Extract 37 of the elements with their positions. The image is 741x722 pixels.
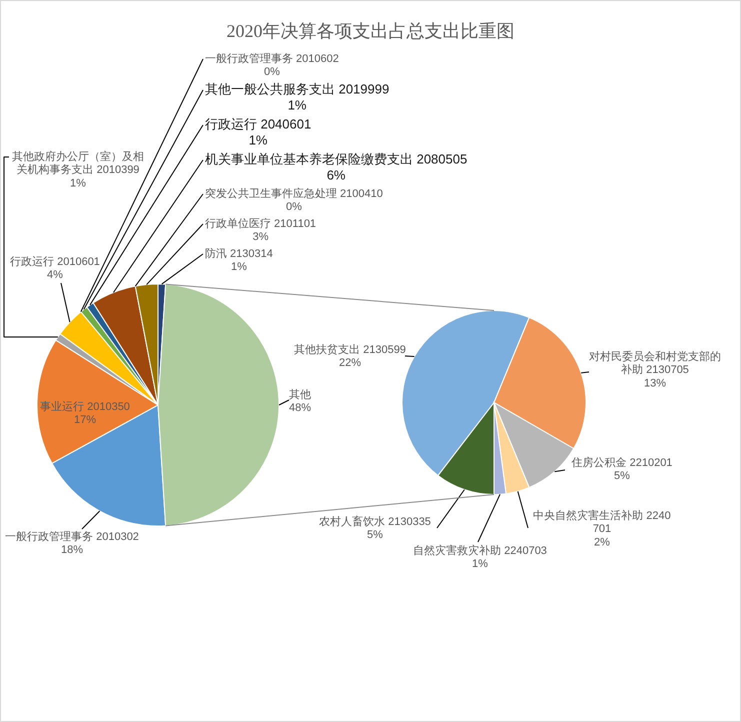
data-label: 1%: [248, 132, 268, 148]
chart-title: 2020年决算各项支出占总支出比重图: [226, 21, 514, 41]
slice-label: 自然灾害救灾补助 2240703: [413, 544, 547, 557]
data-label: 6%: [326, 167, 346, 182]
slice-label: 行政单位医疗 2101101: [204, 216, 316, 230]
slice-label: 其他: [289, 388, 311, 401]
data-label: 22%: [338, 357, 362, 370]
data-label: 4%: [47, 269, 64, 282]
slice-label: 其他一般公共服务支出 2019999: [204, 82, 390, 97]
data-label: 1%: [70, 177, 86, 190]
data-label: 1%: [288, 97, 307, 112]
slice-label: 其他政府办公厅（室）及相关机构事务支出 2010399: [12, 150, 144, 176]
category-label: 一般行政管理事务 2010602: [204, 52, 339, 65]
category-label: 突发公共卫生事件应急处理 2100410: [204, 188, 383, 200]
slice-label: 行政运行 2040601: [204, 116, 312, 132]
data-label: 13%: [644, 377, 666, 390]
slice-label: 中央自然灾害生活补助 2240701: [533, 508, 671, 536]
slice-label: 其他扶贫支出 2130599: [294, 342, 406, 356]
data-label: 1%: [230, 261, 248, 274]
data-label: 1%: [472, 558, 488, 570]
slice-label: 一般行政管理事务 2010302: [5, 530, 139, 543]
data-label: 48%: [288, 402, 312, 414]
data-label: 5%: [614, 470, 630, 482]
data-label: 3%: [252, 231, 269, 244]
slice-label: 防汛 2130314: [204, 246, 273, 260]
text: 0%: [286, 201, 302, 214]
slice-label: 机关事业单位基本养老保险缴费支出 2080505: [204, 152, 468, 167]
slice-label: 农村人畜饮水 2130335: [319, 514, 431, 528]
data-label: 5%: [367, 529, 384, 542]
slice-label: 住房公积金 2210201: [572, 456, 672, 469]
data-label: 18%: [60, 544, 84, 556]
data-label: 17%: [74, 414, 96, 426]
data-label: 2%: [594, 536, 610, 548]
slice-label: 对村民委员会和村党支部的补助 2130705: [589, 350, 721, 376]
slice-label: 行政运行 2010601: [10, 254, 100, 268]
text: 0%: [264, 66, 280, 78]
slice-label: 事业运行 2010350: [40, 400, 130, 413]
